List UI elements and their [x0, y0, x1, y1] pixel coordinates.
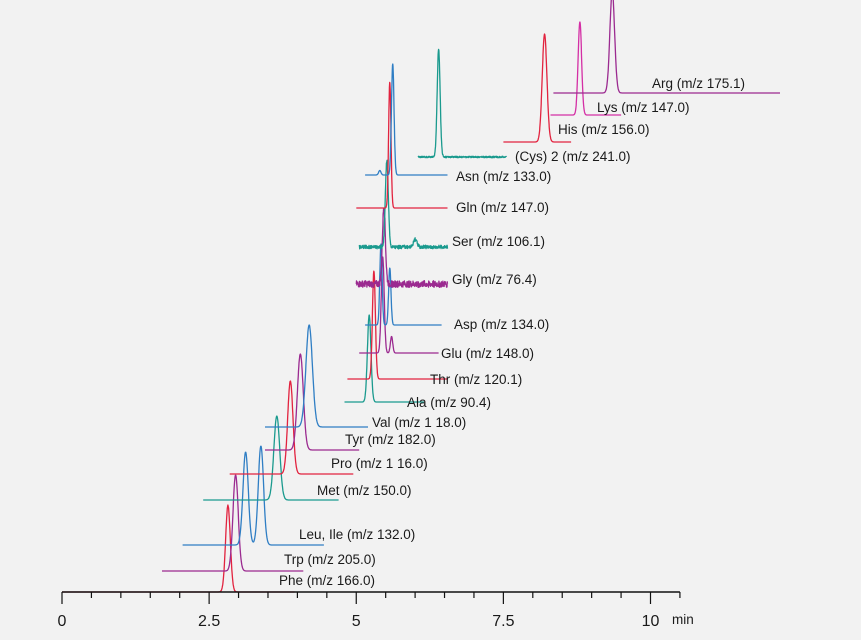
x-tick-label: 5 [352, 613, 361, 630]
trace-label-layer: Phe (m/z 166.0) Trp (m/z 205.0) Leu, Ile (… [279, 76, 745, 588]
trace-4 [202, 415, 339, 501]
x-unit-label: min [672, 612, 694, 627]
trace-label-9: Thr (m/z 120.1) [430, 372, 522, 387]
trace-label-14: Gln (m/z 147.0) [456, 200, 549, 215]
trace-6 [264, 353, 360, 451]
trace-15 [364, 63, 448, 176]
trace-label-19: Arg (m/z 175.1) [652, 76, 745, 91]
trace-label-3: Leu, Ile (m/z 132.0) [299, 527, 415, 542]
trace-10 [358, 256, 440, 354]
trace-label-1: Phe (m/z 166.0) [279, 573, 375, 588]
trace-13 [358, 159, 449, 250]
x-axis: 0 2.5 5 7.5 10 min [58, 591, 694, 630]
trace-label-15: Asn (m/z 133.0) [456, 169, 551, 184]
trace-14 [355, 81, 448, 209]
trace-17 [502, 33, 572, 143]
trace-19 [553, 0, 780, 94]
trace-label-13: Ser (m/z 106.1) [452, 234, 545, 249]
trace-3 [182, 445, 325, 546]
trace-label-7: Val (m/z 1 18.0) [372, 415, 466, 430]
trace-8 [344, 314, 425, 403]
trace-9 [347, 270, 448, 380]
trace-label-11: Asp (m/z 134.0) [454, 317, 549, 332]
trace-label-5: Pro (m/z 1 16.0) [331, 456, 428, 471]
trace-layer [61, 0, 780, 593]
trace-label-18: Lys (m/z 147.0) [597, 100, 690, 115]
trace-7 [264, 324, 369, 428]
trace-5 [229, 380, 354, 475]
trace-label-4: Met (m/z 150.0) [317, 483, 412, 498]
trace-11 [364, 243, 443, 326]
trace-label-10: Glu (m/z 148.0) [441, 346, 534, 361]
trace-12 [355, 207, 449, 288]
x-tick-label: 10 [642, 613, 660, 630]
trace-16 [417, 48, 507, 159]
trace-label-6: Tyr (m/z 182.0) [345, 432, 436, 447]
trace-1 [61, 504, 295, 593]
trace-18 [550, 21, 622, 116]
x-tick-label: 2.5 [198, 613, 220, 630]
trace-label-2: Trp (m/z 205.0) [284, 552, 376, 567]
x-tick-label: 7.5 [492, 613, 514, 630]
trace-2 [161, 474, 304, 572]
trace-label-12: Gly (m/z 76.4) [452, 272, 537, 287]
trace-label-17: His (m/z 156.0) [558, 122, 650, 137]
trace-label-8: Ala (m/z 90.4) [407, 395, 491, 410]
trace-label-16: (Cys) 2 (m/z 241.0) [515, 149, 631, 164]
x-tick-label: 0 [58, 613, 67, 630]
